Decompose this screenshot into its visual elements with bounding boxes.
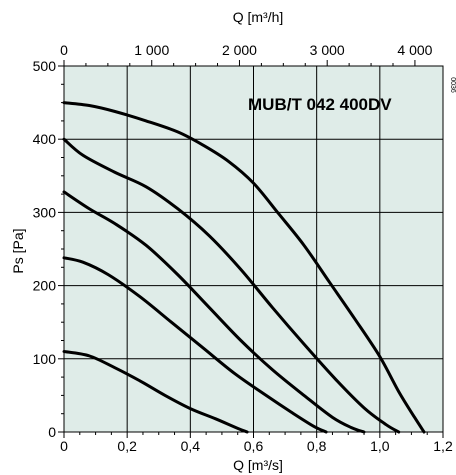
y-tick-label-2: 200	[33, 278, 57, 294]
y-tick-label-3: 300	[33, 204, 57, 220]
axis-ticks	[58, 60, 444, 438]
x-tick-label-3: 0,6	[244, 438, 264, 454]
x-tick-label-4: 0,8	[307, 438, 327, 454]
x2-tick-label-3: 3 000	[310, 42, 345, 58]
x-tick-label-6: 1,2	[433, 438, 453, 454]
x-tick-label-5: 1,0	[370, 438, 390, 454]
y-tick-label-1: 100	[33, 351, 57, 367]
curve-line-5	[62, 101, 426, 434]
curve-line-2	[62, 256, 328, 434]
chart-title: MUB/T 042 400DV	[248, 95, 392, 114]
x-tick-label-0: 0	[60, 438, 68, 454]
y-axis-title: Ps [Pa]	[10, 228, 26, 273]
y-tick-label-4: 400	[33, 131, 57, 147]
curve-line-1	[62, 349, 249, 434]
x2-tick-label-1: 1 000	[134, 42, 169, 58]
side-mark: 0036	[449, 77, 456, 93]
x2-tick-label-4: 4 000	[397, 42, 432, 58]
x-axis-title: Q [m³/s]	[233, 457, 283, 473]
x-tick-label-1: 0,2	[117, 438, 137, 454]
x-tick-label-2: 0,4	[181, 438, 201, 454]
x2-tick-label-2: 2 000	[222, 42, 257, 58]
curve-line-4	[62, 137, 401, 434]
curve-line-3	[62, 190, 366, 434]
top-axis-title: Q [m³/h]	[233, 9, 284, 25]
x2-tick-label-0: 0	[60, 42, 68, 58]
y-tick-label-0: 0	[48, 424, 56, 440]
y-tick-label-5: 500	[33, 58, 57, 74]
curve-group	[62, 101, 426, 434]
